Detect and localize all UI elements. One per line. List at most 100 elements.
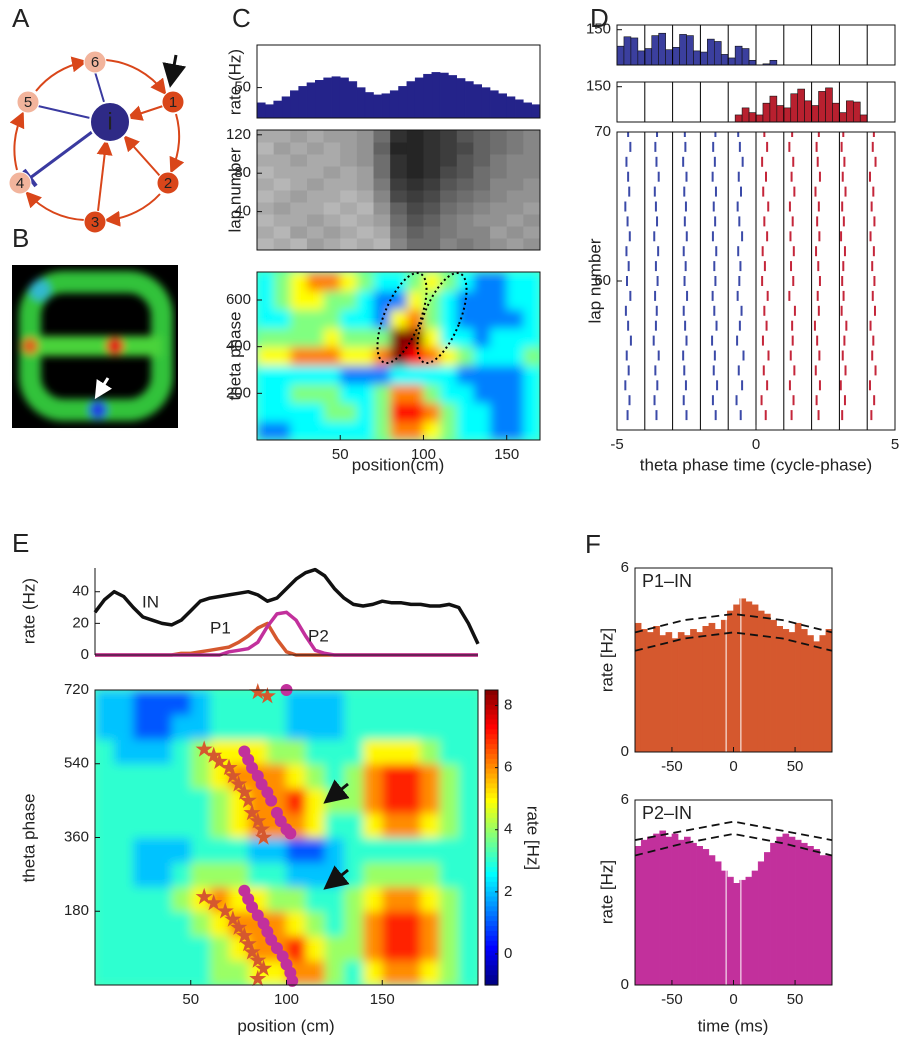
star-marker [235, 783, 253, 800]
heat-cell [209, 935, 230, 961]
bar [859, 114, 868, 122]
heat-cell [356, 402, 375, 422]
colorbar-cell [485, 719, 498, 726]
bar [690, 842, 697, 985]
heat-cell [390, 130, 408, 143]
x-axis-label: position (cm) [237, 1016, 334, 1035]
heat-cell [323, 290, 341, 310]
heat-cell [363, 714, 383, 740]
frame [616, 24, 896, 66]
heat-cell [373, 272, 391, 292]
heat-cell [456, 421, 474, 440]
bar [825, 87, 833, 122]
heat-cell [340, 190, 358, 203]
heat-cell [382, 763, 402, 789]
heat-cell [209, 788, 230, 814]
bar [769, 95, 778, 122]
heat-cell [356, 202, 375, 215]
colorbar-cell [485, 734, 498, 740]
heat-cell [306, 130, 325, 143]
heat-cell [209, 690, 230, 716]
series-label: P1 [210, 618, 231, 637]
heat-cell [473, 421, 491, 440]
heat-cell [306, 309, 325, 329]
bar [630, 37, 639, 65]
heat-cell [305, 739, 326, 765]
colorbar-cell [485, 773, 498, 780]
frame [616, 81, 896, 123]
heat-cell [473, 178, 491, 191]
heat-cell [390, 154, 408, 167]
heat-cell [273, 328, 291, 348]
x-tick-label: -50 [661, 758, 683, 775]
heat-cell [290, 202, 308, 215]
heat-cell [340, 421, 358, 440]
y-tick-label: 360 [64, 828, 89, 845]
heat-cell [306, 272, 325, 292]
heat-cell [290, 214, 308, 227]
colorbar-cell [485, 970, 498, 976]
heat-cell [171, 739, 192, 765]
panel-label: D [590, 3, 609, 33]
node-label: 5 [24, 94, 32, 111]
y-tick-label: 720 [64, 681, 89, 698]
heat-cell [523, 272, 540, 292]
bar [356, 87, 366, 118]
bar [733, 604, 740, 752]
heat-cell [506, 421, 524, 440]
heat-cell [440, 238, 458, 250]
colorbar-cell [485, 935, 498, 942]
colorbar-cell [485, 758, 498, 765]
y-tick-label: 40 [234, 203, 251, 220]
y-tick-label: 540 [64, 755, 89, 772]
bar [714, 629, 722, 752]
bar [677, 839, 685, 985]
heat-cell [95, 960, 115, 985]
heat-cell [363, 690, 383, 716]
bar [635, 622, 642, 752]
ring-arrow [169, 113, 185, 174]
heat-cell [209, 911, 230, 937]
heat-cell [190, 935, 211, 961]
heat-cell [324, 837, 345, 863]
x-tick-label: 50 [182, 991, 199, 1008]
heat-cell [401, 763, 422, 789]
heat-cell [440, 365, 458, 385]
colorbar-cell [485, 694, 498, 701]
heat-cell [490, 421, 508, 440]
heat-cell [423, 384, 441, 404]
heat-cell [323, 154, 341, 167]
bar [431, 72, 441, 118]
heat-cell [323, 365, 341, 385]
bar [788, 836, 796, 985]
heat-cell [171, 960, 192, 985]
heat-cell [340, 142, 358, 155]
heat-cell [390, 402, 408, 422]
heat-cell [363, 812, 383, 838]
heat-cell [209, 960, 230, 985]
bar [720, 54, 729, 65]
heat-cell [473, 202, 491, 215]
heat-cell [401, 960, 422, 985]
heat-cell [523, 309, 540, 329]
heat-cell [390, 309, 408, 329]
plot-area [635, 830, 832, 985]
heat-cell [406, 214, 424, 227]
heat-cell [273, 154, 291, 167]
heat-cell [133, 935, 153, 961]
panel-label: E [12, 528, 29, 558]
bar [741, 107, 750, 122]
bar [745, 876, 753, 985]
heat-cell [323, 421, 341, 440]
heat-cell [390, 142, 408, 155]
heat-cell [523, 226, 540, 239]
heat-cell [324, 763, 345, 789]
star-marker [220, 758, 238, 776]
star-marker [243, 943, 261, 960]
heat-cell [440, 290, 458, 310]
star-marker [216, 902, 234, 919]
heat-cell [363, 911, 383, 937]
colorbar-cell [485, 980, 498, 986]
heat-cell [229, 960, 249, 985]
